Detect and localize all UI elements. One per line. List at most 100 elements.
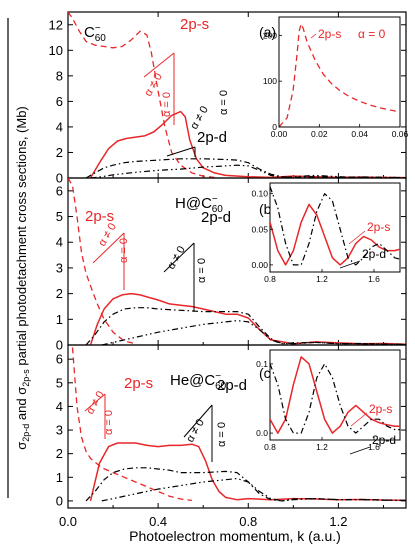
- inset-x-tick-label: 1.6: [368, 442, 380, 452]
- series-line-2p-d-black-dashdot: [270, 363, 400, 434]
- y-tick-label: 3: [56, 423, 63, 438]
- species-prefix: H@: [175, 195, 201, 212]
- species-charge: −: [95, 23, 101, 34]
- y-axis-title-part: partial photodetachment cross sections, …: [14, 106, 29, 369]
- y-axis-title-part: and σ: [14, 387, 29, 424]
- series-line-2p-d-black-dashdot: [270, 186, 400, 266]
- annotation-line-alpha-ne-black: [183, 404, 213, 438]
- y-tick-label: 5: [56, 375, 63, 390]
- annotation-alpha-ne-black: α ≠ 0: [188, 104, 211, 131]
- annotation-alpha-eq-red: α = 0: [103, 410, 115, 435]
- inset-y-tick-label: 200: [263, 30, 277, 40]
- inset-x-tick-label: 1.6: [368, 274, 380, 284]
- annotation-alpha-ne-red: α ≠ 0: [96, 221, 119, 248]
- y-tick-label: 0: [56, 338, 63, 353]
- inset-label-2p-s: 2p-s: [369, 402, 392, 416]
- y-tick-label: 2: [56, 286, 63, 301]
- annotation-2p-s: 2p-s: [180, 16, 209, 33]
- y-tick-label: 10: [49, 43, 63, 58]
- y-axis-title-subscript: 2p-d: [21, 424, 31, 442]
- series-line-2p-s-red-dash: [71, 347, 192, 502]
- series-line-2p-s-red-solid: [89, 110, 406, 178]
- species-c: C: [201, 195, 212, 212]
- series-line-2p-d-black-dashdot: [85, 158, 406, 178]
- series-line-2p-d-black-dashdot: [85, 307, 406, 345]
- species-charge: −: [212, 194, 218, 205]
- inset-label-alpha: α = 0: [358, 27, 386, 41]
- y-tick-label: 1: [56, 312, 63, 327]
- annotation-2p-s: 2p-s: [85, 208, 114, 225]
- x-axis-title: Photoelectron momentum, k (a.u.): [129, 528, 341, 544]
- y-axis-title-subscript: 2p-s: [21, 369, 31, 387]
- series-line-2p-d-black-dashdotdot: [90, 164, 406, 178]
- y-tick-label: 3: [56, 260, 63, 275]
- y-tick-label: 4: [56, 119, 63, 134]
- inset-x-tick-label: 0.00: [271, 129, 288, 139]
- y-tick-label: 4: [56, 399, 63, 414]
- species-subscript: 60: [212, 204, 224, 215]
- annotation-2p-s: 2p-s: [124, 375, 153, 392]
- species-c: C: [84, 24, 95, 41]
- series-line-2p-s-red-solid: [89, 442, 406, 502]
- inset-x-tick-label: 1.2: [316, 274, 328, 284]
- species-subscript: 60: [215, 381, 227, 392]
- inset-y-tick-label: 0: [272, 122, 277, 132]
- annotation-alpha-ne-black: α ≠ 0: [184, 417, 207, 444]
- series-line-2p-s-red-solid: [270, 356, 400, 434]
- y-tick-label: 0: [56, 493, 63, 508]
- panel-frame: [67, 344, 407, 509]
- x-tick-label: 0.4: [149, 514, 167, 529]
- annotation-2p-d: 2p-d: [217, 377, 247, 394]
- series-line-2p-d-black-dashdot: [85, 467, 406, 502]
- y-tick-label: 5: [56, 209, 63, 224]
- inset-frame: [269, 182, 401, 273]
- inset-pointer-d: [349, 446, 371, 455]
- y-tick-label: 0: [56, 171, 63, 186]
- inset-x-tick-label: 0.04: [351, 129, 368, 139]
- y-axis-title-group: σ2p-d and σ2p-s partial photodetachment …: [7, 18, 31, 498]
- inset: 0.00 0.02 0.04 0.06 0 100 200 2p-s α = 0: [263, 16, 409, 139]
- y-tick-label: 2: [56, 446, 63, 461]
- x-tick-label: 1.2: [329, 514, 347, 529]
- series-line-2p-s-red-dash: [68, 178, 136, 345]
- inset-label-2p-d: 2p-d: [362, 247, 386, 261]
- y-tick-label: 6: [56, 352, 63, 367]
- species-label: H@C− 60: [175, 194, 223, 215]
- inset-label-pointer: [310, 33, 317, 39]
- species-c: C: [204, 372, 215, 389]
- annotation-line-alpha-ne-black: [163, 242, 195, 273]
- y-tick-label: 2: [56, 145, 63, 160]
- annotation-2p-d: 2p-d: [201, 209, 231, 226]
- annotation-alpha-ne-black: α ≠ 0: [165, 244, 188, 271]
- inset-frame: [269, 349, 401, 441]
- series-line-2p-s-red-dash: [68, 12, 215, 178]
- species-label: C− 60: [84, 23, 106, 44]
- y-tick-label: 12: [49, 17, 63, 32]
- annotation-alpha-eq-black: α = 0: [196, 258, 208, 283]
- inset-pointer-s: [350, 412, 368, 427]
- annotation-line-alpha-ne: [92, 232, 125, 264]
- y-tick-label: 8: [56, 68, 63, 83]
- inset-x-tick-label: 0.8: [264, 442, 276, 452]
- y-axis-title-part: σ: [14, 442, 29, 450]
- annotation-alpha-eq-red: α = 0: [118, 238, 130, 263]
- series-line-2p-s-red-dash: [279, 23, 400, 127]
- inset-x-tick-label: 0.06: [392, 129, 409, 139]
- inset-pointer-d: [339, 260, 361, 269]
- species-subscript: 60: [95, 33, 107, 44]
- annotation-line-alpha-ne: [143, 52, 175, 78]
- annotation-alpha-eq-red: α = 0: [161, 92, 173, 117]
- inset-y-tick-label: 0.0: [256, 428, 268, 438]
- x-tick-label: 0.8: [239, 514, 257, 529]
- y-tick-label: 6: [56, 183, 63, 198]
- y-tick-label: 4: [56, 235, 63, 250]
- inset: 0.8 1.2 1.6 0.00 0.05 0.10 2p-s 2p-d: [251, 182, 401, 284]
- y-tick-label: 1: [56, 470, 63, 485]
- inset-label-2p-d: 2p-d: [372, 433, 396, 447]
- species-label: He@C− 60: [170, 371, 227, 392]
- series-line-2p-s-red-solid: [270, 203, 400, 266]
